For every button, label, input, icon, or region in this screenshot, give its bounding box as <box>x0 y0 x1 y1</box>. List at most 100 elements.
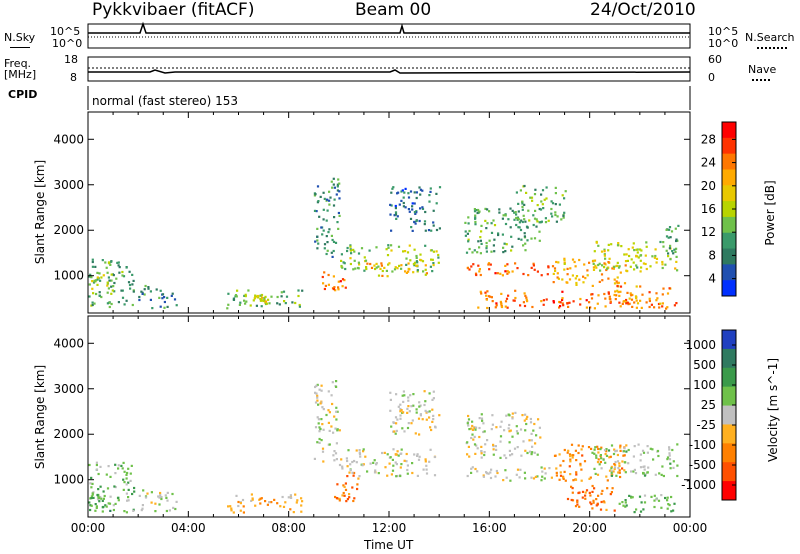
heatmap-cell <box>487 262 491 265</box>
heatmap-cell <box>627 248 630 251</box>
heatmap-cell <box>129 472 132 475</box>
heatmap-cell <box>464 234 467 237</box>
heatmap-cell <box>537 418 540 421</box>
heatmap-cell <box>338 463 342 467</box>
heatmap-cell <box>499 425 502 428</box>
heatmap-cell <box>532 429 535 432</box>
freq-panel-frame <box>87 56 691 82</box>
heatmap-cell <box>332 183 335 186</box>
heatmap-cell <box>313 209 317 212</box>
heatmap-cell <box>314 240 317 243</box>
heatmap-cell <box>480 230 483 233</box>
heatmap-cell <box>543 477 546 480</box>
heatmap-cell <box>387 244 390 247</box>
heatmap-cell <box>251 498 254 501</box>
heatmap-cell <box>377 472 380 475</box>
heatmap-cell <box>259 297 262 301</box>
heatmap-cell <box>632 261 635 264</box>
heatmap-cell <box>336 410 339 413</box>
heatmap-cell <box>636 266 639 269</box>
heatmap-cell <box>551 202 555 205</box>
heatmap-cell <box>438 227 441 230</box>
heatmap-cell <box>402 400 405 403</box>
heatmap-cell <box>491 300 494 303</box>
heatmap-cell <box>325 235 328 238</box>
heatmap-cell <box>239 301 242 304</box>
heatmap-cell <box>489 295 492 298</box>
nsearch-label: N.Search <box>745 31 795 44</box>
heatmap-cell <box>390 473 393 476</box>
heatmap-cell <box>570 443 574 446</box>
heatmap-cell <box>485 227 488 230</box>
colorbar-segment <box>722 462 736 482</box>
heatmap-cell <box>102 497 105 500</box>
heatmap-cell <box>341 278 345 281</box>
heatmap-cell <box>518 221 521 224</box>
freq-tick-bottom: 8 <box>70 71 77 84</box>
heatmap-cell <box>562 304 565 307</box>
heatmap-cell <box>546 273 549 276</box>
heatmap-cell <box>632 470 635 473</box>
heatmap-cell <box>316 399 319 402</box>
heatmap-cell <box>257 294 260 298</box>
heatmap-cell <box>158 496 161 499</box>
heatmap-cell <box>411 419 414 422</box>
heatmap-cell <box>540 274 543 277</box>
heatmap-cell <box>467 240 470 243</box>
heatmap-cell <box>407 405 410 408</box>
nsky-underline <box>10 47 30 48</box>
heatmap-cell <box>592 259 595 262</box>
heatmap-cell <box>572 300 575 303</box>
heatmap-cell <box>331 381 334 384</box>
heatmap-cell <box>109 509 112 512</box>
heatmap-cell <box>387 263 390 266</box>
heatmap-cell <box>322 208 325 211</box>
heatmap-cell <box>666 292 670 295</box>
heatmap-cell <box>142 489 145 492</box>
heatmap-cell <box>617 242 620 245</box>
heatmap-cell <box>392 464 395 467</box>
heatmap-cell <box>113 485 116 488</box>
heatmap-cell <box>610 243 613 246</box>
heatmap-cell <box>431 258 434 261</box>
heatmap-cell <box>366 470 369 473</box>
heatmap-cell <box>580 468 583 471</box>
heatmap-cell <box>411 205 414 208</box>
heatmap-cell <box>278 303 281 306</box>
heatmap-cell <box>402 390 405 393</box>
heatmap-cell <box>406 251 410 254</box>
heatmap-cell <box>171 292 174 295</box>
heatmap-cell <box>324 284 327 287</box>
heatmap-cell <box>396 474 399 478</box>
heatmap-cell <box>328 443 331 446</box>
heatmap-cell <box>525 298 528 301</box>
heatmap-cell <box>329 196 332 199</box>
heatmap-cell <box>89 497 92 500</box>
heatmap-cell <box>394 266 397 269</box>
heatmap-cell <box>337 280 340 283</box>
heatmap-cell <box>375 246 378 249</box>
heatmap-cell <box>666 456 670 459</box>
heatmap-cell <box>432 390 435 393</box>
heatmap-cell <box>673 502 676 505</box>
heatmap-cell <box>424 409 427 412</box>
heatmap-cell <box>322 428 325 431</box>
heatmap-cell <box>613 509 616 512</box>
heatmap-cell <box>394 461 397 464</box>
heatmap-cell <box>617 467 620 470</box>
heatmap-cell <box>538 239 541 242</box>
heatmap-cell <box>630 258 633 261</box>
colorbar-tick-label: -500 <box>689 458 716 472</box>
heatmap-cell <box>270 501 273 504</box>
heatmap-cell <box>478 210 481 213</box>
heatmap-cell <box>538 207 541 211</box>
heatmap-cell <box>532 262 535 265</box>
heatmap-cell <box>465 251 469 254</box>
heatmap-cell <box>533 451 536 454</box>
heatmap-cell <box>383 266 386 269</box>
heatmap-cell <box>372 461 375 464</box>
heatmap-cell <box>388 262 391 265</box>
heatmap-cell <box>576 499 579 502</box>
heatmap-cell <box>412 271 415 274</box>
heatmap-cell <box>583 263 586 266</box>
